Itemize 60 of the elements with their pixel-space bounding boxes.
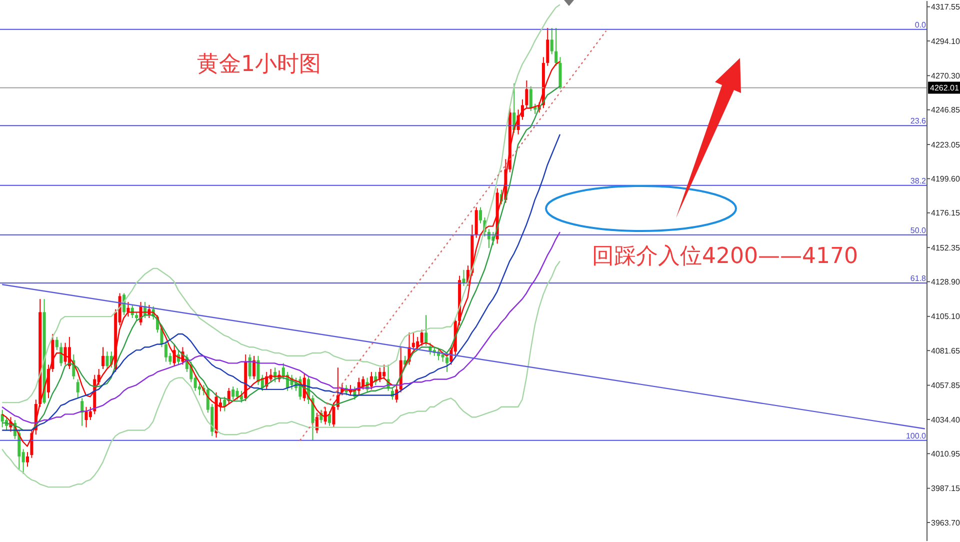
candlestick <box>332 402 336 428</box>
candlestick <box>328 410 332 426</box>
candlestick <box>412 332 415 351</box>
candlestick <box>88 406 92 421</box>
candlestick <box>424 314 428 346</box>
candlestick <box>420 329 424 346</box>
y-tick-label: 4081.65 <box>931 346 960 356</box>
y-tick-label: 4010.95 <box>931 449 960 458</box>
line-series <box>1 4 561 404</box>
candlestick <box>382 364 386 380</box>
candlestick <box>0 409 4 428</box>
annotation: 61.8 <box>910 274 927 284</box>
candlestick <box>445 354 448 372</box>
candlestick <box>248 354 252 380</box>
candlestick <box>236 387 239 400</box>
candlestick <box>55 336 58 351</box>
candlestick <box>164 340 168 362</box>
candlestick <box>232 386 235 400</box>
annotation: 0.0 <box>914 20 927 30</box>
annotation: 23.6 <box>910 116 927 126</box>
line-series <box>1 231 561 424</box>
candlestick <box>479 206 482 224</box>
y-tick-label: 4128.90 <box>931 278 960 287</box>
annotation: 100.0 <box>906 431 927 440</box>
candlestick <box>362 376 365 390</box>
y-tick-label: 4246.85 <box>931 106 960 115</box>
annotation: 38.2 <box>910 176 927 186</box>
candlestick <box>102 346 105 370</box>
candlestick <box>487 228 490 249</box>
annotation: 回踩介入位4200——4170 <box>592 244 858 270</box>
y-tick-label: 4294.10 <box>931 36 960 46</box>
candlestick <box>462 269 466 286</box>
y-tick-label: 4270.30 <box>931 71 960 80</box>
y-tick-label: 3963.70 <box>931 518 960 528</box>
candlestick <box>546 27 550 66</box>
candlestick <box>106 351 109 370</box>
candlestick <box>252 355 256 380</box>
line-series <box>1 260 561 488</box>
candlestick <box>550 27 554 55</box>
candlestick <box>26 452 30 468</box>
y-tick-label: 4176.15 <box>931 208 960 218</box>
text: 黄金1小时图 <box>197 52 321 78</box>
candlestick <box>84 406 88 428</box>
candlestick <box>441 351 444 362</box>
candlestick <box>554 27 558 66</box>
y-tick-label: 4057.85 <box>931 381 960 390</box>
annotation: 50.0 <box>910 226 927 235</box>
candlestick <box>223 396 226 412</box>
candlestick <box>64 342 67 366</box>
candlestick <box>525 80 528 109</box>
y-tick-label: 4152.35 <box>931 243 960 252</box>
y-tick-label: 4223.05 <box>931 140 960 150</box>
y-tick-label: 4199.60 <box>931 174 960 184</box>
y-tick-label: 4105.10 <box>931 312 960 322</box>
candlestick <box>60 342 63 367</box>
candlestick <box>529 86 532 112</box>
y-tick-label: 4317.55 <box>931 2 960 12</box>
candlestick <box>76 378 80 399</box>
y-tick-label: 3987.15 <box>931 484 960 494</box>
y-tick-label: 4034.40 <box>931 415 960 424</box>
